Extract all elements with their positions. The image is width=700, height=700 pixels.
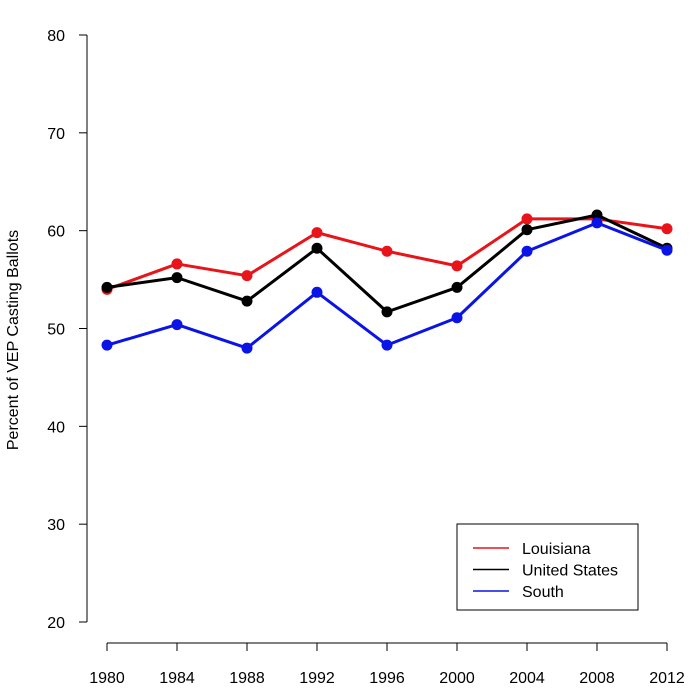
- data-point-united-states: [171, 272, 183, 284]
- series-line-south: [106, 221, 668, 350]
- x-tick-label: 2004: [509, 670, 545, 687]
- y-axis: 20 30 40 50 60 70 80: [47, 28, 88, 632]
- data-point-south: [381, 339, 393, 351]
- y-tick-label: 20: [47, 615, 65, 632]
- y-tick-label: 60: [47, 224, 65, 241]
- data-point-louisiana: [311, 227, 323, 239]
- x-tick-label: 1992: [299, 670, 335, 687]
- legend: Louisiana United States South: [456, 523, 639, 611]
- data-point-south: [241, 342, 253, 354]
- legend-box: [456, 523, 639, 611]
- legend-label: Louisiana: [522, 541, 591, 558]
- x-tick-label: 1988: [229, 670, 265, 687]
- series-south: [101, 217, 673, 354]
- y-tick-label: 80: [47, 28, 65, 45]
- data-point-louisiana: [171, 258, 183, 270]
- x-tick-label: 1984: [159, 670, 195, 687]
- data-point-louisiana: [451, 260, 463, 272]
- data-point-louisiana: [381, 245, 393, 257]
- data-point-united-states: [311, 242, 323, 254]
- data-point-united-states: [451, 281, 463, 293]
- legend-label: United States: [522, 563, 618, 580]
- data-point-south: [661, 244, 673, 256]
- data-point-south: [521, 245, 533, 257]
- series-layer: [101, 209, 673, 354]
- y-tick-label: 30: [47, 517, 65, 534]
- x-tick-label: 2012: [649, 670, 685, 687]
- data-point-united-states: [521, 224, 533, 236]
- data-point-louisiana: [241, 270, 253, 282]
- data-point-south: [171, 319, 183, 331]
- y-axis-title: Percent of VEP Casting Ballots: [5, 230, 22, 450]
- y-tick-label: 50: [47, 322, 65, 339]
- data-point-united-states: [241, 295, 253, 307]
- x-tick-label: 2000: [439, 670, 475, 687]
- data-point-louisiana: [661, 223, 673, 235]
- x-axis: 1980 1984 1988 1992 1996 2000 2004 2008 2012: [89, 642, 685, 687]
- data-point-south: [451, 312, 463, 324]
- data-point-south: [101, 339, 113, 351]
- data-point-united-states: [591, 209, 603, 221]
- x-tick-label: 2008: [579, 670, 615, 687]
- y-tick-label: 70: [47, 126, 65, 143]
- data-point-south: [311, 286, 323, 298]
- legend-label: South: [522, 584, 564, 601]
- x-tick-label: 1980: [89, 670, 125, 687]
- data-point-louisiana: [521, 213, 533, 225]
- data-point-united-states: [101, 281, 113, 293]
- x-tick-label: 1996: [369, 670, 405, 687]
- y-tick-label: 40: [47, 419, 65, 436]
- data-point-united-states: [381, 306, 393, 318]
- data-point-south: [591, 217, 603, 229]
